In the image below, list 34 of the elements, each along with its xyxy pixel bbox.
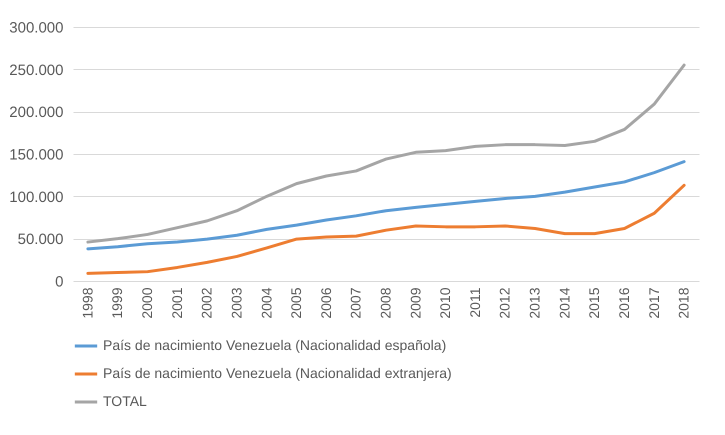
y-tick-label: 0 bbox=[55, 274, 64, 290]
x-tick-label: 2017 bbox=[646, 287, 662, 319]
x-tick-label: 2003 bbox=[228, 287, 244, 319]
y-tick-label: 150.000 bbox=[9, 146, 64, 164]
legend-label: País de nacimiento Venezuela (Nacionalidad española) bbox=[103, 337, 446, 353]
x-tick-label: 2011 bbox=[466, 287, 483, 318]
x-tick-label: 2002 bbox=[198, 287, 215, 319]
line-series bbox=[86, 64, 686, 244]
x-tick-label: 2006 bbox=[318, 287, 334, 319]
x-tick-label: 2001 bbox=[168, 287, 185, 319]
x-tick-label: 2015 bbox=[586, 287, 602, 319]
x-tick-label: 2018 bbox=[676, 287, 692, 319]
x-tick-label: 1999 bbox=[109, 287, 126, 319]
y-tick-label: 300.000 bbox=[9, 20, 64, 36]
x-tick-label: 2004 bbox=[258, 287, 274, 319]
y-tick-label: 100.000 bbox=[9, 188, 64, 206]
x-tick-label: 2008 bbox=[378, 287, 394, 319]
x-tick-label: 2000 bbox=[139, 287, 156, 319]
x-tick-label: 2012 bbox=[496, 287, 513, 319]
x-tick-label: 2016 bbox=[616, 287, 632, 319]
x-tick-label: 2007 bbox=[348, 287, 364, 319]
x-tick-label: 2014 bbox=[556, 287, 572, 319]
x-tick-label: 1998 bbox=[79, 287, 96, 319]
legend-label: TOTAL bbox=[103, 393, 148, 409]
y-tick-label: 250.000 bbox=[9, 62, 64, 79]
x-tick-label: 2009 bbox=[407, 287, 424, 319]
x-tick-label: 2013 bbox=[526, 287, 543, 319]
line-series bbox=[86, 184, 686, 275]
x-tick-label: 2010 bbox=[437, 287, 454, 319]
legend-label: País de nacimiento Venezuela (Nacionalidad extranjera) bbox=[103, 365, 452, 381]
x-tick-label: 2005 bbox=[288, 287, 304, 319]
y-tick-label: 200.000 bbox=[9, 104, 64, 122]
line-series bbox=[86, 160, 686, 250]
y-tick-label: 50.000 bbox=[18, 231, 64, 248]
